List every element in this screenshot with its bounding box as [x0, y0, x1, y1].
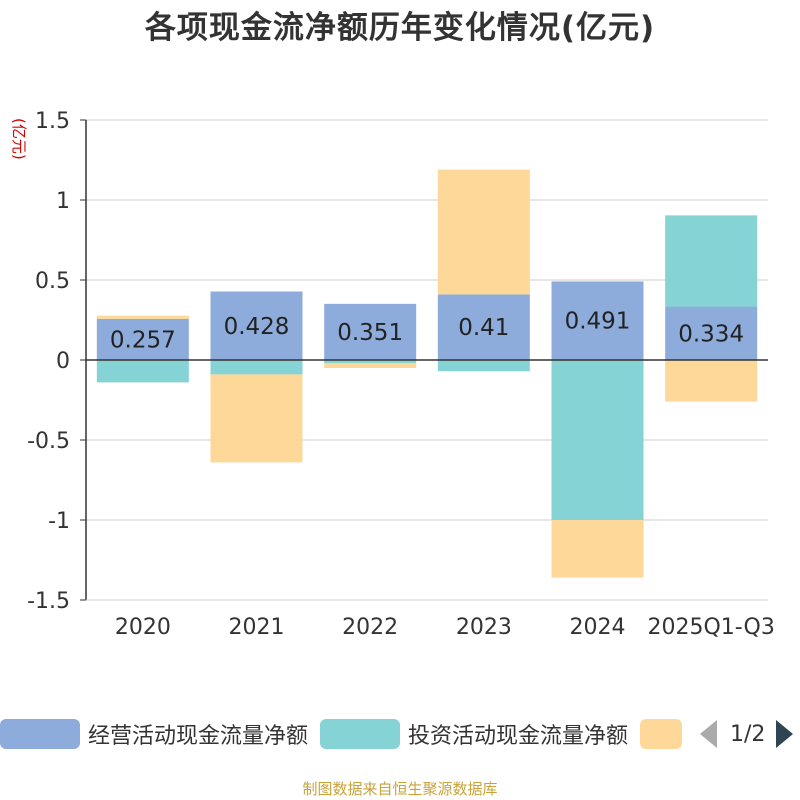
- bar-data-label: 0.257: [110, 327, 176, 353]
- y-tick-label: -1: [48, 509, 70, 534]
- bar-chart: 1.5 1 0.5 0 -0.5 -1 -1.5 0.257 2020 0.428 2021 0.35…: [27, 109, 775, 640]
- bar-operating-1: [210, 291, 303, 360]
- y-tick-label: 0.5: [35, 269, 70, 294]
- y-tick-label: 1: [56, 189, 70, 214]
- x-tick-label: 2023: [456, 615, 512, 640]
- bar-operating-2: [324, 303, 417, 360]
- x-tick-label: 2021: [229, 615, 285, 640]
- legend-swatch-financing: [640, 719, 682, 749]
- legend-item-operating[interactable]: 经营活动现金流量净额: [0, 718, 308, 750]
- x-tick-label: 2020: [115, 615, 171, 640]
- bar-operating-5: [665, 306, 758, 360]
- data-source-note: 制图数据来自恒生聚源数据库: [302, 780, 498, 798]
- y-tick-label: 1.5: [35, 109, 70, 134]
- bar-data-label: 0.41: [458, 315, 509, 341]
- legend-item-investing[interactable]: 投资活动现金流量净额: [320, 718, 628, 750]
- bar-financing-4: [551, 520, 644, 578]
- legend: 经营活动现金流量净额 投资活动现金流量净额 1/2: [0, 710, 800, 758]
- y-tick-label: -0.5: [27, 429, 70, 454]
- bar-investing-5: [665, 215, 758, 307]
- legend-swatch-investing: [320, 719, 400, 749]
- legend-item-financing[interactable]: [640, 718, 682, 750]
- legend-prev-page-icon[interactable]: [700, 720, 717, 748]
- bar-data-label: 0.334: [678, 321, 744, 347]
- y-tick-label: 0: [56, 349, 70, 374]
- bar-financing-5: [665, 360, 758, 402]
- x-tick-label: 2022: [342, 615, 398, 640]
- bar-investing-3: [437, 360, 530, 372]
- bar-data-label: 0.351: [337, 320, 403, 346]
- bar-investing-1: [210, 360, 303, 375]
- legend-pager: 1/2: [700, 718, 794, 750]
- bar-investing-0: [96, 360, 189, 383]
- bar-financing-1: [210, 374, 303, 463]
- bar-data-label: 0.491: [565, 309, 631, 335]
- legend-swatch-operating: [0, 719, 80, 749]
- x-tick-label: 2024: [570, 615, 626, 640]
- bar-financing-3: [437, 169, 530, 295]
- x-tick-label: 2025Q1-Q3: [647, 615, 774, 640]
- legend-label-operating: 经营活动现金流量净额: [88, 724, 309, 749]
- bar-investing-2: [324, 360, 417, 364]
- bar-financing-2: [324, 363, 417, 368]
- bar-operating-4: [551, 281, 644, 360]
- legend-label-investing: 投资活动现金流量净额: [408, 724, 629, 749]
- bar-operating-3: [437, 294, 530, 360]
- y-tick-label: -1.5: [27, 589, 70, 614]
- bar-data-label: 0.428: [224, 314, 290, 340]
- chart-title: 各项现金流净额历年变化情况(亿元): [144, 10, 656, 46]
- legend-next-page-icon[interactable]: [776, 720, 794, 748]
- bar-investing-4: [551, 360, 644, 520]
- legend-page-indicator: 1/2: [730, 721, 766, 747]
- bar-financing-0: [96, 315, 189, 319]
- bar-operating-0: [96, 318, 189, 360]
